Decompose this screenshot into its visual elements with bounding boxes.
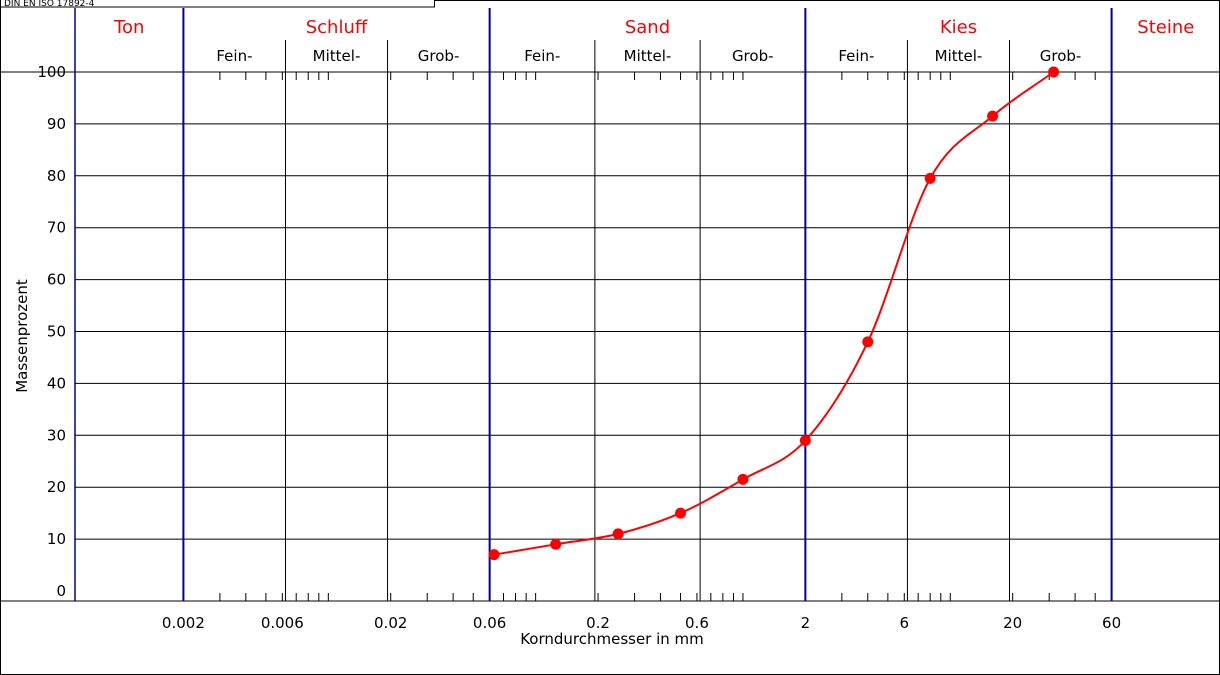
y-tick-label: 40: [47, 374, 66, 392]
x-tick-label: 6: [900, 614, 910, 632]
x-tick-label: 0.006: [261, 614, 304, 632]
standard-label-box: [0, 0, 435, 8]
class-label: Steine: [1137, 17, 1194, 38]
subclass-label: Grob-: [732, 47, 774, 65]
subclass-label: Mittel-: [313, 47, 361, 65]
x-tick-label: 0.2: [586, 614, 610, 632]
y-tick-label: 50: [47, 323, 66, 341]
x-tick-label: 0.6: [685, 614, 709, 632]
subclass-label: Mittel-: [935, 47, 983, 65]
data-point: [862, 336, 874, 348]
x-tick-label: 20: [1003, 614, 1022, 632]
y-tick-label: 60: [47, 271, 66, 289]
class-label: Ton: [113, 17, 144, 38]
subclass-label: Fein-: [216, 47, 252, 65]
subclass-label: Grob-: [1040, 47, 1082, 65]
data-point: [675, 507, 687, 519]
y-tick-label: 80: [47, 167, 66, 185]
class-label: Schluff: [306, 17, 368, 38]
data-point: [612, 528, 624, 540]
data-point: [488, 549, 500, 561]
data-point: [550, 538, 562, 550]
y-tick-label: 70: [47, 219, 66, 237]
data-point: [1048, 66, 1060, 78]
x-tick-label: 0.06: [473, 614, 506, 632]
data-point: [924, 172, 936, 184]
subclass-label: Mittel-: [624, 47, 672, 65]
y-tick-label: 0: [56, 582, 66, 600]
y-axis-label: Massenprozent: [13, 279, 31, 393]
data-point: [737, 473, 749, 485]
y-tick-label: 90: [47, 115, 66, 133]
standard-label: DIN EN ISO 17892-4: [4, 0, 95, 9]
x-tick-label: 60: [1102, 614, 1121, 632]
y-tick-label: 20: [47, 478, 66, 496]
subclass-label: Grob-: [418, 47, 460, 65]
data-point: [799, 434, 811, 446]
subclass-label: Fein-: [838, 47, 874, 65]
class-label: Sand: [625, 17, 670, 38]
x-tick-label: 0.02: [374, 614, 407, 632]
y-tick-label: 30: [47, 426, 66, 444]
x-tick-label: 0.002: [162, 614, 205, 632]
x-tick-label: 2: [801, 614, 811, 632]
y-tick-label: 100: [37, 63, 66, 81]
data-point: [987, 110, 999, 122]
x-axis-label: Korndurchmesser in mm: [520, 630, 704, 648]
y-tick-label: 10: [47, 530, 66, 548]
subclass-label: Fein-: [524, 47, 560, 65]
class-label: Kies: [940, 17, 977, 38]
